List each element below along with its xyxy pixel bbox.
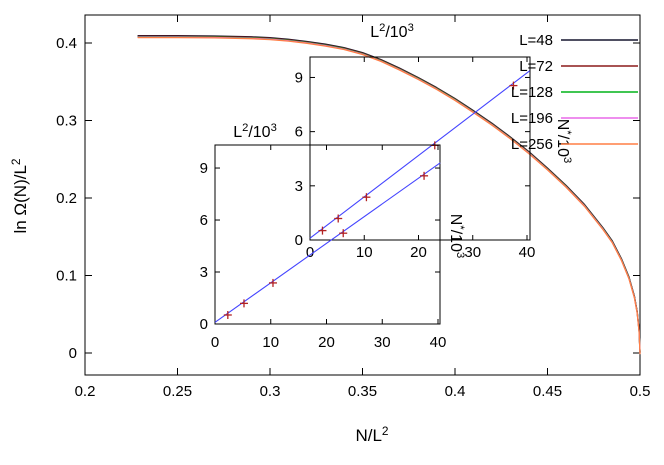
curve-L=48 xyxy=(137,35,641,353)
inset-top-fit-line xyxy=(309,70,531,239)
inset-top-x-tick-label: 30 xyxy=(464,244,481,261)
x-tick-label: 0.45 xyxy=(533,383,562,400)
inset-top-right-label: N*/103 xyxy=(554,119,573,163)
legend-label-L=196: L=196 xyxy=(511,110,553,127)
x-tick-label: 0.4 xyxy=(445,383,466,400)
main-ylabel: ln Ω(N)/L2 xyxy=(9,158,30,233)
legend-label-L=256: L=256 xyxy=(511,136,553,153)
main-xlabel: N/L2 xyxy=(355,424,388,445)
inset-bottom-x-tick-label: 20 xyxy=(318,334,335,351)
legend-label-L=72: L=72 xyxy=(519,58,553,75)
x-tick-label: 0.2 xyxy=(75,383,96,400)
inset-bottom-y-tick-label: 9 xyxy=(200,160,208,177)
inset-top-y-tick-label: 6 xyxy=(295,124,303,141)
y-tick-label: 0.2 xyxy=(56,190,77,207)
inset-bottom-x-tick-label: 40 xyxy=(430,334,447,351)
legend-label-L=48: L=48 xyxy=(519,32,553,49)
y-tick-label: 0 xyxy=(69,345,77,362)
inset-bottom-x-tick-label: 0 xyxy=(211,334,219,351)
inset-top-y-tick-label: 9 xyxy=(295,69,303,86)
inset-bottom-y-tick-label: 6 xyxy=(200,212,208,229)
x-tick-label: 0.3 xyxy=(260,383,281,400)
inset-bottom-y-tick-label: 0 xyxy=(200,316,208,333)
y-tick-label: 0.3 xyxy=(56,113,77,130)
inset-bottom-x-tick-label: 30 xyxy=(374,334,391,351)
inset-top-y-tick-label: 0 xyxy=(295,232,303,249)
inset-top-x-tick-label: 20 xyxy=(410,244,427,261)
y-tick-label: 0.1 xyxy=(56,268,77,285)
curve-L=256 xyxy=(137,36,641,355)
inset-bottom-top-label: L2/103 xyxy=(233,122,277,141)
x-tick-label: 0.5 xyxy=(630,383,651,400)
inset-top-x-tick-label: 40 xyxy=(519,244,536,261)
y-tick-label: 0.4 xyxy=(56,35,77,52)
inset-bottom-fit-line xyxy=(214,162,441,323)
x-tick-label: 0.25 xyxy=(163,383,192,400)
curve-L=72 xyxy=(137,35,641,354)
inset-top-border xyxy=(309,56,531,241)
x-tick-label: 0.35 xyxy=(348,383,377,400)
curve-L=128 xyxy=(137,36,641,354)
inset-bottom-border xyxy=(214,144,441,325)
inset-bottom-right-label: N*/103 xyxy=(447,214,466,258)
legend-label-L=128: L=128 xyxy=(511,84,553,101)
inset-top-x-tick-label: 0 xyxy=(306,244,314,261)
inset-bottom-y-tick-label: 3 xyxy=(200,264,208,281)
inset-top-x-tick-label: 10 xyxy=(356,244,373,261)
curve-L=196 xyxy=(137,36,641,354)
inset-top-top-label: L2/103 xyxy=(370,22,414,41)
main-plot-border xyxy=(84,14,641,376)
inset-top-y-tick-label: 3 xyxy=(295,178,303,195)
inset-bottom-x-tick-label: 10 xyxy=(262,334,279,351)
